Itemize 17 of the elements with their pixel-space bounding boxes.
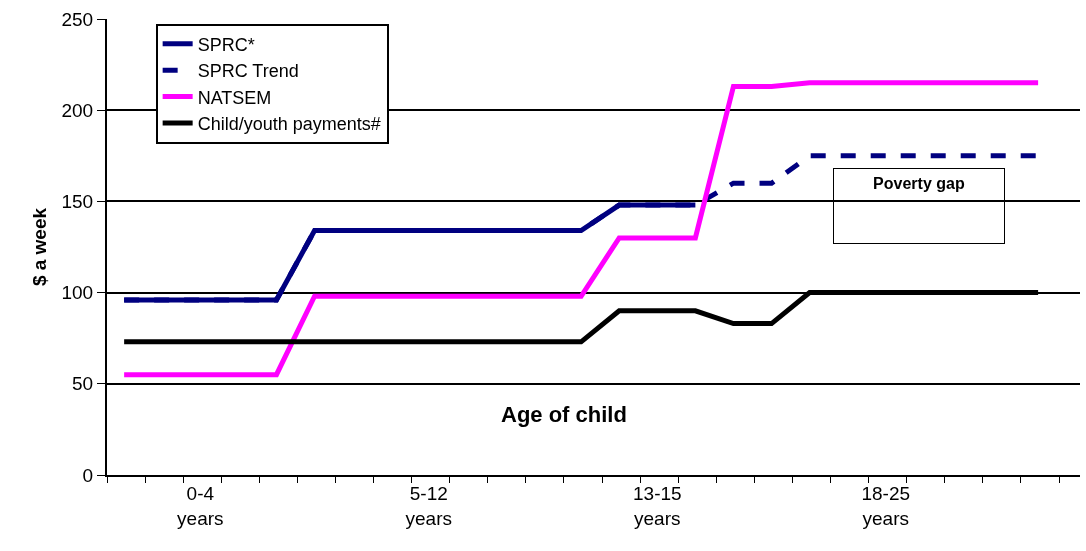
legend-label: SPRC*	[197, 34, 255, 55]
legend-label: Child/youth payments#	[197, 113, 381, 134]
y-axis-title: $ a week	[28, 207, 50, 287]
x-tick-label: 18-25 years	[861, 482, 911, 529]
y-tick-label: 100	[61, 282, 94, 304]
y-tick-label: 150	[61, 191, 94, 213]
x-axis-title: Age of child	[501, 402, 627, 427]
y-tick-label: 200	[61, 99, 94, 121]
x-tick-label: 5-12 years	[405, 482, 453, 529]
y-tick-label: 50	[72, 373, 94, 395]
legend-label: SPRC Trend	[197, 61, 299, 82]
y-tick-label: 250	[61, 8, 94, 30]
y-tick-label: 0	[82, 464, 94, 486]
x-tick-label: 13-15 years	[632, 482, 682, 529]
legend-label: NATSEM	[197, 87, 272, 108]
annotation: Poverty gap	[873, 175, 965, 192]
x-tick-label: 0-4 years	[177, 482, 224, 529]
